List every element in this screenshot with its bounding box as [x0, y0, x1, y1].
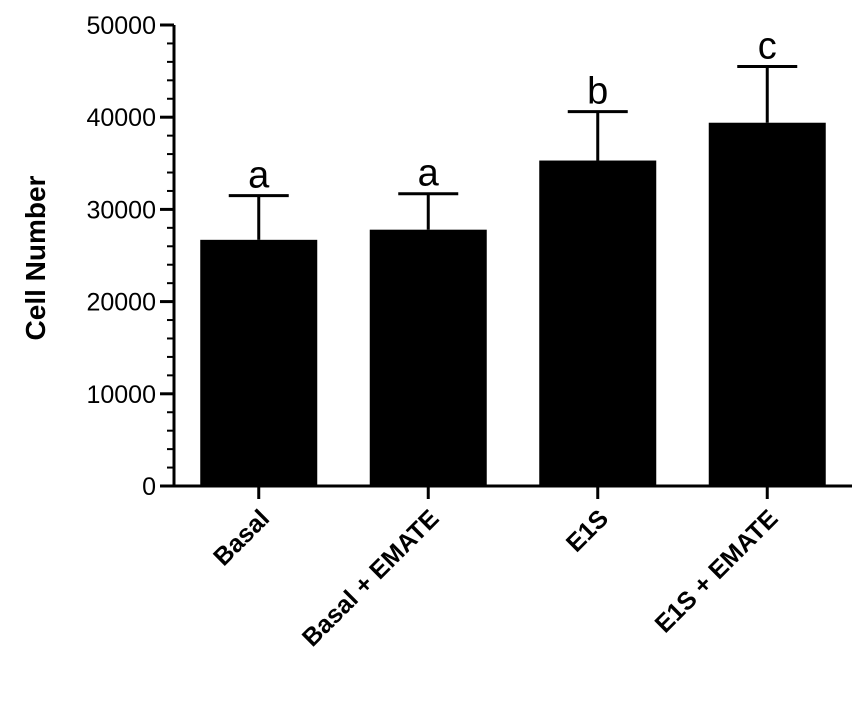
- y-tick-label: 50000: [86, 12, 156, 40]
- x-tick-label: E1S + EMATE: [650, 504, 784, 638]
- y-tick-label: 30000: [86, 196, 156, 224]
- significance-label: a: [418, 153, 440, 195]
- x-axis-labels: Basal Basal + EMATE E1S E1S + EMATE: [208, 504, 783, 652]
- bars: [200, 122, 826, 487]
- y-tick-label: 20000: [86, 289, 156, 317]
- significance-labels: a a b c: [248, 25, 777, 196]
- x-tick-label: Basal: [208, 504, 275, 571]
- x-tick-label: Basal + EMATE: [297, 504, 445, 652]
- significance-label: c: [758, 25, 777, 67]
- bar: [369, 229, 487, 486]
- x-axis-ticks: [257, 486, 769, 499]
- y-tick-label: 10000: [86, 381, 156, 409]
- error-bars: [228, 64, 798, 240]
- bar: [708, 122, 826, 487]
- significance-label: a: [248, 155, 270, 197]
- bar: [200, 239, 318, 486]
- y-axis-major-ticks: 0 10000 20000 30000 40000 50000: [86, 12, 174, 501]
- x-tick-label: E1S: [561, 504, 614, 557]
- y-tick-label: 40000: [86, 104, 156, 132]
- y-tick-label: 0: [142, 473, 156, 501]
- significance-label: b: [587, 71, 608, 113]
- bar: [539, 160, 657, 486]
- y-axis-title: Cell Number: [20, 175, 51, 340]
